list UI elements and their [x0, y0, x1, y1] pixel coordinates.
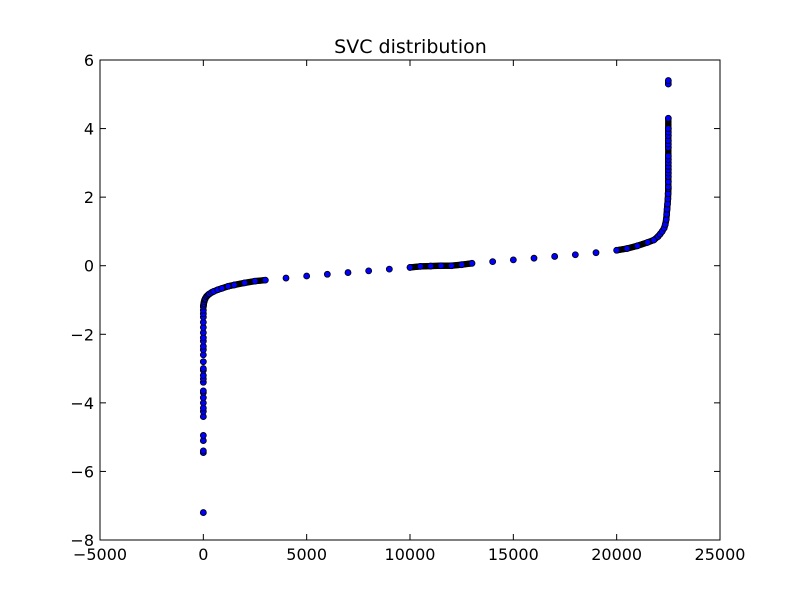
y-tick-label: −6 [70, 462, 94, 481]
data-point [509, 256, 517, 264]
ticks-layer: −5000 0 5000 10000 15000 20000 25000 −8 −6 −4 −2 0 2… [70, 51, 745, 564]
data-point [261, 276, 269, 284]
data-point [664, 77, 672, 84]
y-tick-label: −4 [70, 394, 94, 413]
data-point [664, 114, 672, 122]
y-tick-label: −8 [70, 531, 94, 550]
data-point [530, 254, 538, 262]
data-point [592, 249, 600, 257]
x-tick-label: 25000 [695, 545, 746, 564]
data-point [199, 387, 207, 395]
y-tick-label: 2 [84, 188, 94, 207]
x-tick-label: 5000 [286, 545, 327, 564]
data-point [385, 265, 393, 273]
data-point [644, 238, 652, 246]
data-point [224, 282, 232, 290]
y-tick-label: 6 [84, 51, 94, 70]
points-layer [199, 77, 672, 516]
data-point [344, 269, 352, 276]
x-tick-label: 15000 [488, 545, 539, 564]
data-point [199, 509, 207, 516]
x-tick-label: 20000 [591, 545, 642, 564]
data-point [241, 279, 249, 287]
y-tick-label: 0 [84, 257, 94, 276]
data-point [447, 262, 455, 270]
data-point [406, 264, 414, 271]
data-point [199, 358, 207, 366]
data-point [664, 125, 672, 132]
data-point [365, 267, 373, 275]
plot-frame [99, 59, 721, 541]
data-point [664, 152, 672, 160]
data-point [218, 284, 226, 292]
y-tick-label: −2 [70, 325, 94, 344]
data-point [282, 274, 290, 282]
data-point [199, 447, 207, 455]
y-tick-label: 4 [84, 120, 94, 139]
data-point [613, 246, 621, 254]
data-point [489, 258, 497, 266]
data-point [571, 251, 579, 259]
data-point [230, 281, 238, 289]
data-point [199, 432, 207, 439]
data-point [458, 261, 466, 269]
data-point [468, 259, 476, 267]
data-point [427, 262, 435, 270]
x-tick-label: 0 [198, 545, 208, 564]
x-tick-label: 10000 [385, 545, 436, 564]
data-point [251, 277, 259, 285]
data-point [633, 242, 641, 250]
data-point [416, 262, 424, 270]
data-point [199, 365, 207, 372]
chart-title: SVC distribution [334, 36, 487, 58]
data-point [437, 262, 445, 270]
data-point [551, 253, 559, 260]
data-point [303, 272, 311, 280]
x-tick-label: −5000 [73, 545, 127, 564]
data-point [623, 245, 631, 252]
data-point [323, 270, 331, 278]
